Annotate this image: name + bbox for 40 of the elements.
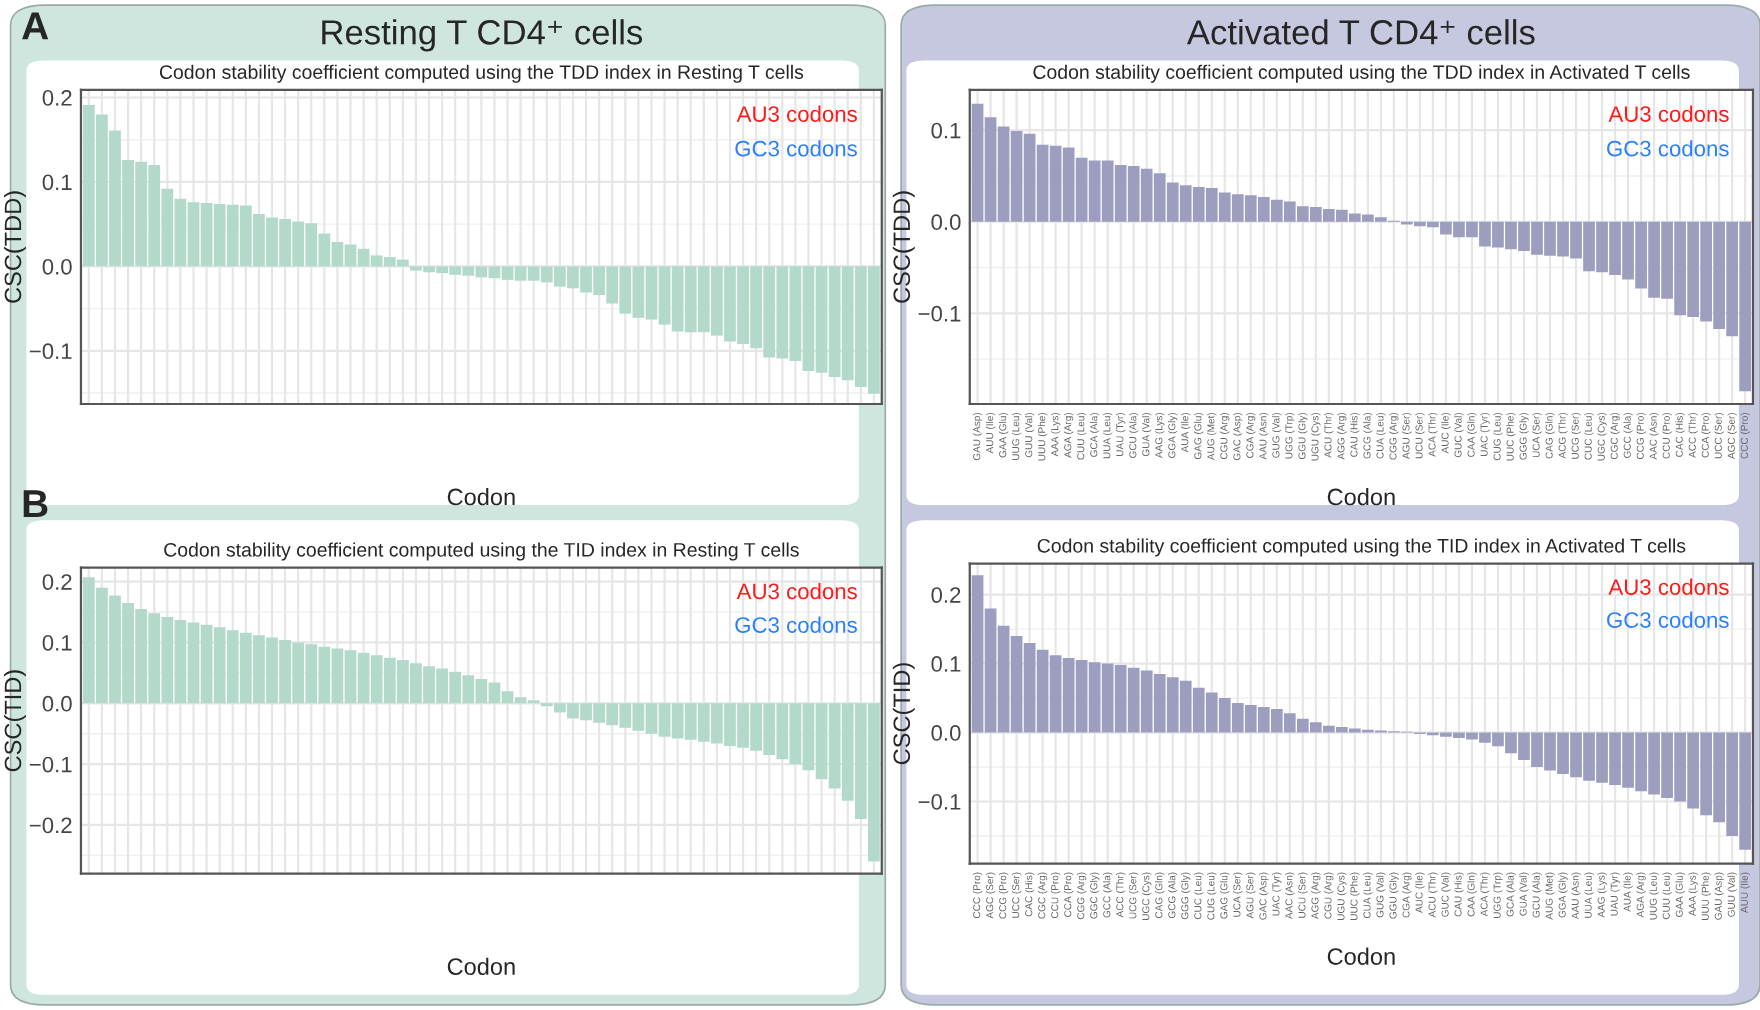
- y-tick-label: 0.2: [42, 574, 72, 590]
- x-axis-title: Codon: [1327, 488, 1395, 506]
- chart-title: Resting T CD4⁺ cells: [322, 19, 643, 52]
- y-axis-title: CSC(TID): [892, 663, 915, 765]
- y-tick-label: −0.1: [918, 305, 961, 322]
- x-axis-title: Codon: [447, 488, 515, 506]
- chart-title: Codon stability coefficient computed using the TID index in Resting T cells: [164, 542, 799, 561]
- y-tick-label: −0.1: [29, 343, 72, 360]
- x-axis-title: Codon: [447, 957, 515, 975]
- annotation: GC3 codons: [735, 140, 857, 157]
- annotation: AU3 codons: [1608, 578, 1729, 595]
- y-tick-label: −0.1: [918, 794, 961, 810]
- annotation: GC3 codons: [1607, 140, 1729, 157]
- chart-subtitle: Codon stability coefficient computed using the TDD index in Resting T cells: [159, 64, 804, 83]
- text: B: [23, 490, 48, 518]
- annotation: AU3 codons: [736, 105, 857, 122]
- y-tick-label: 0.0: [931, 214, 961, 231]
- y-tick-label: −0.2: [29, 817, 72, 834]
- text: A: [22, 12, 49, 40]
- y-tick-label: 0.2: [931, 587, 961, 603]
- annotation: GC3 codons: [735, 616, 857, 633]
- y-tick-label: 0.0: [42, 258, 72, 275]
- y-axis-title: CSC(TDD): [892, 191, 915, 303]
- annotation: AU3 codons: [736, 582, 857, 600]
- y-tick-label: 0.1: [42, 174, 72, 191]
- y-tick-label: 0.0: [42, 695, 72, 712]
- y-axis-title: CSC(TDD): [3, 191, 26, 303]
- chart-title: Activated T CD4⁺ cells: [1186, 19, 1535, 45]
- y-tick-label: −0.1: [29, 756, 72, 773]
- y-tick-label: 0.1: [42, 634, 72, 651]
- y-tick-label: 0.2: [42, 90, 72, 106]
- y-tick-label: 0.1: [931, 122, 961, 139]
- annotation: AU3 codons: [1608, 105, 1729, 122]
- y-tick-label: 0.1: [931, 656, 961, 672]
- chart-title: Codon stability coefficient computed using the TID index in Activated T cells: [1037, 538, 1686, 557]
- annotation: GC3 codons: [1607, 611, 1729, 628]
- y-tick-label: 0.0: [931, 725, 961, 741]
- y-axis-title: CSC(TID): [3, 670, 26, 772]
- chart-subtitle: Codon stability coefficient computed using the TDD index in Activated T cells: [1033, 64, 1690, 83]
- x-axis-title: Codon: [1327, 947, 1395, 965]
